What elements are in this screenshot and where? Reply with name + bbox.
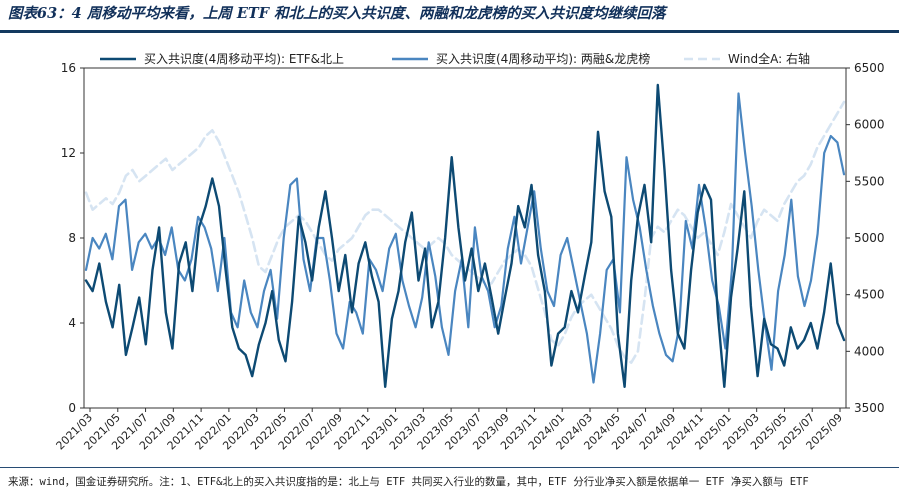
right-y-tick-label: 6500 xyxy=(854,61,885,75)
left-y-tick-label: 4 xyxy=(68,316,76,330)
chart-title: 图表63：4 周移动平均来看，上周 ETF 和北上的买入共识度、两融和龙虎榜的买… xyxy=(8,5,666,22)
right-y-tick-label: 3500 xyxy=(854,401,885,415)
right-y-tick-label: 4000 xyxy=(854,344,885,358)
legend-label-1: 买入共识度(4周移动平均): ETF&北上 xyxy=(144,51,344,66)
left-y-tick-label: 8 xyxy=(68,231,76,245)
right-y-tick-label: 6000 xyxy=(854,118,885,132)
right-y-tick-label: 4500 xyxy=(854,288,885,302)
series-line-1 xyxy=(84,83,846,388)
legend-label-2: 买入共识度(4周移动平均): 两融&龙虎榜 xyxy=(436,51,650,66)
right-y-tick-label: 5500 xyxy=(854,174,885,188)
right-y-tick-label: 5000 xyxy=(854,231,885,245)
legend-label-3: Wind全A: 右轴 xyxy=(728,51,810,66)
left-y-tick-label: 16 xyxy=(61,61,76,75)
title-divider xyxy=(0,30,899,33)
legend: 买入共识度(4周移动平均): ETF&北上 买入共识度(4周移动平均): 两融&龙… xyxy=(100,51,810,66)
line-chart: 048121635004000450050005500600065002021/… xyxy=(54,51,885,452)
source-note: 来源：wind，国金证券研究所。注：1、ETF&北上的买入共识度指的是：北上与 … xyxy=(8,476,809,488)
series-line-2 xyxy=(84,92,846,384)
footer-divider xyxy=(0,467,899,468)
series-group xyxy=(84,83,846,388)
left-y-tick-label: 12 xyxy=(61,146,76,160)
left-y-tick-label: 0 xyxy=(68,401,76,415)
series-line-3 xyxy=(84,100,846,365)
